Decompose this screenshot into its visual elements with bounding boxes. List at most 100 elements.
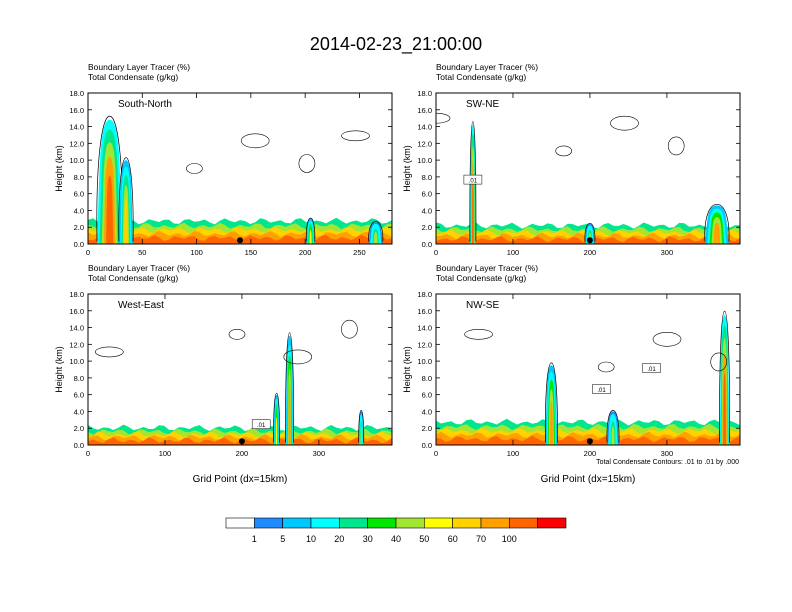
condensate-contour <box>584 222 596 242</box>
contour-label: .01 <box>463 174 483 185</box>
svg-text:.01: .01 <box>597 388 606 394</box>
y-tick-label: 6.0 <box>74 190 84 199</box>
colorbar-label: 40 <box>391 534 401 544</box>
panel-2: Boundary Layer Tracer (%)Total Condensat… <box>54 263 393 485</box>
colorbar-label: 50 <box>419 534 429 544</box>
plume-1-level-4 <box>275 417 278 445</box>
colorbar-swatch <box>367 517 397 529</box>
colorbar-swatch <box>395 517 425 529</box>
x-tick-label: 0 <box>86 449 90 458</box>
panel-label: West-East <box>118 300 164 311</box>
subtitle-condensate: Total Condensate (g/kg) <box>436 273 526 283</box>
plume-2-level-4 <box>360 426 362 445</box>
y-tick-label: 2.0 <box>422 424 432 433</box>
x-axis-label: Grid Point (dx=15km) <box>541 474 636 485</box>
cloud-contour <box>228 328 246 340</box>
contour-label: .01 <box>592 384 611 394</box>
colorbar-swatch <box>225 517 255 529</box>
colorbar-swatch <box>508 517 538 529</box>
x-tick-label: 200 <box>584 248 597 257</box>
y-tick-label: 8.0 <box>74 173 84 182</box>
colorbar-label: 20 <box>334 534 344 544</box>
cloud-contour <box>298 154 316 173</box>
y-tick-label: 12.0 <box>417 340 432 349</box>
x-tick-label: 200 <box>299 248 312 257</box>
panel-3: Boundary Layer Tracer (%)Total Condensat… <box>402 263 741 485</box>
y-tick-label: 10.0 <box>69 357 84 366</box>
condensate-contour <box>305 217 316 242</box>
svg-text:.01: .01 <box>647 367 656 373</box>
y-tick-label: 4.0 <box>422 206 432 215</box>
plot-frame <box>87 293 393 446</box>
y-tick-label: 4.0 <box>422 407 432 416</box>
plume-2-level-4 <box>713 222 721 244</box>
plume-1-level-4 <box>611 426 615 445</box>
field <box>88 319 392 445</box>
cloud-contour <box>464 328 493 340</box>
y-tick-label: 8.0 <box>74 374 84 383</box>
cloud-contour <box>610 115 639 131</box>
condensate-contour <box>704 203 730 242</box>
subtitle-condensate: Total Condensate (g/kg) <box>436 72 526 82</box>
plume-2-level-4 <box>723 373 726 445</box>
y-tick-label: 4.0 <box>74 407 84 416</box>
x-tick-label: 100 <box>159 449 172 458</box>
plume-0-level-4 <box>549 401 554 445</box>
contour-label: .01 <box>642 363 661 373</box>
colorbar-label: 5 <box>280 534 285 544</box>
y-tick-label: 6.0 <box>422 391 432 400</box>
plume-0-level-4 <box>106 175 114 244</box>
y-tick-label: 14.0 <box>417 123 432 132</box>
field <box>88 115 392 244</box>
plot-frame <box>87 92 393 245</box>
subtitle-condensate: Total Condensate (g/kg) <box>88 72 178 82</box>
plume-0-level-4 <box>288 385 291 445</box>
y-tick-label: 18.0 <box>417 290 432 299</box>
y-tick-label: 2.0 <box>74 223 84 232</box>
colorbar-swatch <box>254 517 283 529</box>
field <box>436 112 740 244</box>
x-tick-label: 300 <box>661 248 674 257</box>
y-tick-label: 0.0 <box>74 441 84 450</box>
cloud-contour <box>240 133 270 149</box>
subtitle-tracer: Boundary Layer Tracer (%) <box>436 263 538 273</box>
x-tick-label: 100 <box>507 449 520 458</box>
colorbar-swatch <box>338 517 368 529</box>
y-tick-label: 8.0 <box>422 374 432 383</box>
colorbar-swatch <box>423 517 453 529</box>
y-tick-label: 0.0 <box>422 240 432 249</box>
svg-text:.01: .01 <box>257 423 266 429</box>
x-tick-label: 250 <box>353 248 366 257</box>
panel-label: South-North <box>118 99 172 110</box>
colorbar-label: 30 <box>363 534 373 544</box>
x-tick-label: 300 <box>661 449 674 458</box>
x-tick-label: 150 <box>245 248 258 257</box>
cloud-contour <box>436 112 451 124</box>
colorbar-label: 70 <box>476 534 486 544</box>
colorbar-label: 1 <box>252 534 257 544</box>
condensate-contour <box>358 410 365 443</box>
panel-label: SW-NE <box>466 99 499 110</box>
condensate-contour <box>273 392 280 443</box>
x-tick-label: 0 <box>86 248 90 257</box>
colorbar-swatch <box>310 517 340 529</box>
y-tick-label: 2.0 <box>74 424 84 433</box>
footer-note: Total Condensate Contours: .01 to .01 by… <box>596 459 739 466</box>
y-axis-label: Height (km) <box>54 346 64 393</box>
y-tick-label: 2.0 <box>422 223 432 232</box>
panel-label: NW-SE <box>466 300 499 311</box>
y-tick-label: 16.0 <box>417 106 432 115</box>
colorbar-label: 10 <box>306 534 316 544</box>
y-axis-label: Height (km) <box>402 346 412 393</box>
colorbar-swatch <box>480 517 510 529</box>
figure-title: 2014-02-23_21:00:00 <box>310 34 482 55</box>
y-tick-label: 10.0 <box>417 357 432 366</box>
x-tick-label: 0 <box>434 248 438 257</box>
cloud-contour <box>341 130 370 142</box>
y-tick-label: 16.0 <box>417 307 432 316</box>
plot-frame <box>435 293 741 446</box>
y-tick-label: 16.0 <box>69 307 84 316</box>
condensate-contour <box>606 410 620 443</box>
y-tick-label: 10.0 <box>69 156 84 165</box>
x-tick-label: 100 <box>507 248 520 257</box>
